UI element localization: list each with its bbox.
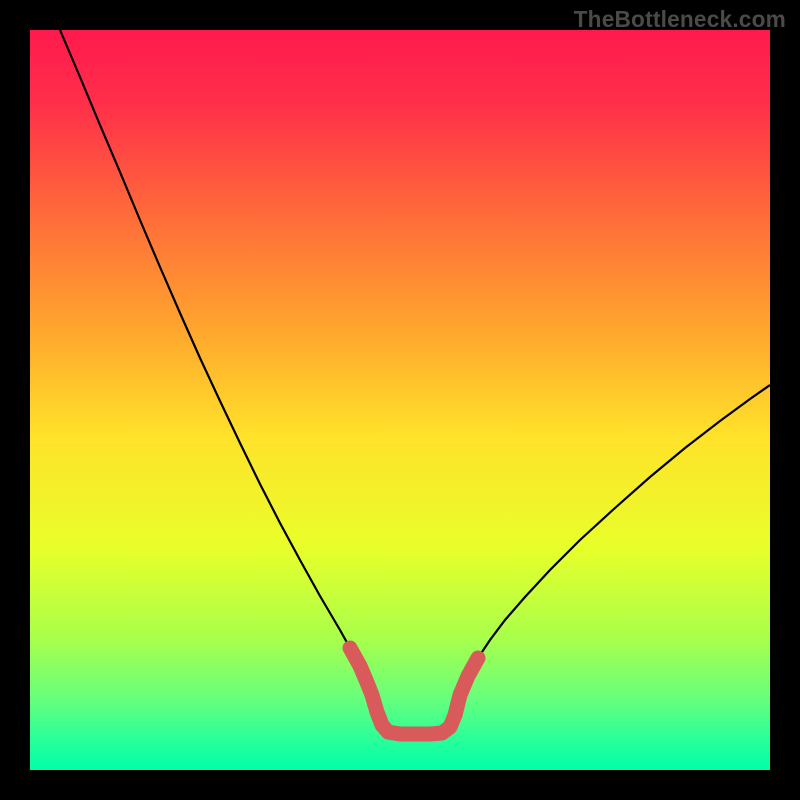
- curve-left: [60, 30, 375, 702]
- curve-right: [455, 385, 770, 702]
- watermark-text: TheBottleneck.com: [574, 6, 786, 33]
- thick-segment: [350, 648, 478, 734]
- chart-plot-area: [30, 30, 770, 770]
- chart-curves-svg: [30, 30, 770, 770]
